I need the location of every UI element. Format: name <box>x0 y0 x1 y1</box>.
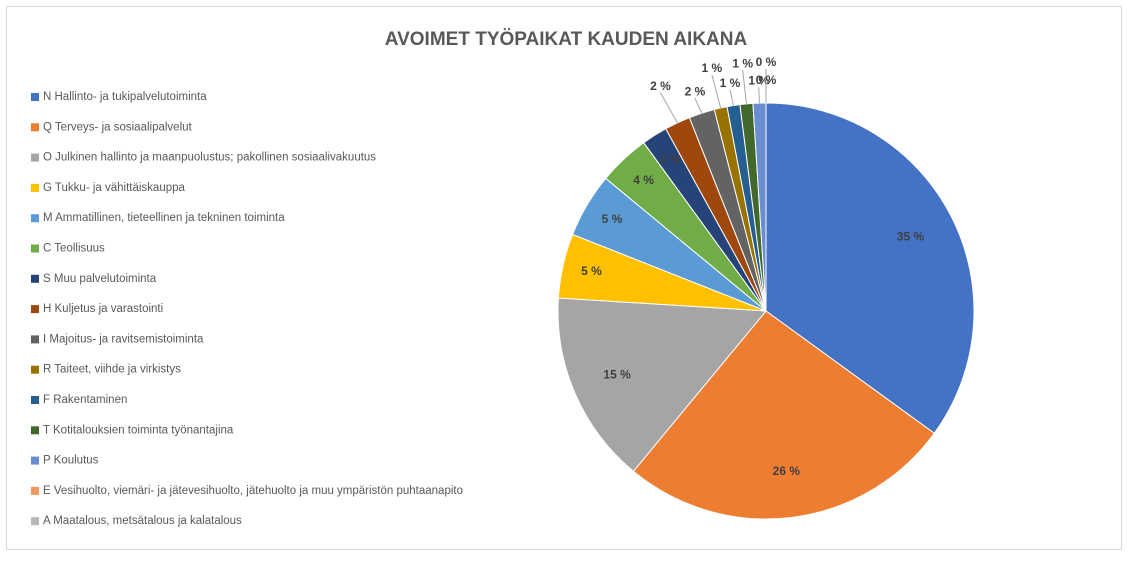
pie-slice <box>765 102 975 434</box>
legend-label: H Kuljetus ja varastointi <box>43 303 163 315</box>
legend-swatch <box>31 456 39 465</box>
leader-line <box>742 70 747 104</box>
legend-swatch <box>31 517 39 526</box>
data-label: 2 % <box>650 79 671 93</box>
data-label: 1 % <box>720 76 741 90</box>
legend-swatch <box>31 93 39 101</box>
leader-line <box>711 74 722 109</box>
data-label: 2 % <box>660 152 681 166</box>
data-label: 2 % <box>685 84 706 98</box>
data-label: 35 % <box>897 230 925 244</box>
legend-label: R Taiteet, viihde ja virkistys <box>43 364 181 376</box>
data-label: 1 % <box>732 56 753 70</box>
legend-label: C Teollisuus <box>43 243 105 255</box>
legend-swatch <box>31 244 39 253</box>
legend-swatch <box>31 183 39 192</box>
legend-swatch <box>31 214 39 223</box>
legend-swatch <box>31 123 39 132</box>
legend-swatch <box>31 396 39 404</box>
data-label: 1 % <box>702 61 723 75</box>
legend-label: G Tukku- ja vähittäiskauppa <box>43 182 186 194</box>
legend-label: O Julkinen hallinto ja maanpuolustus; pa… <box>43 152 376 164</box>
leader-line <box>758 87 760 104</box>
legend-label: I Majoitus- ja ravitsemistoiminta <box>43 333 204 345</box>
data-label: 0 % <box>756 73 777 87</box>
data-label: 5 % <box>602 212 623 226</box>
legend-swatch <box>31 335 39 344</box>
legend-label: Q Terveys- ja sosiaalipalvelut <box>43 121 193 133</box>
legend-label: T Kotitalouksien toiminta työnantajina <box>43 424 234 436</box>
legend-label: F Rakentaminen <box>43 394 127 406</box>
legend-label: S Muu palvelutoiminta <box>43 273 157 285</box>
data-label: 26 % <box>773 464 801 478</box>
leader-line <box>729 89 734 106</box>
data-label: 15 % <box>603 368 631 382</box>
legend-swatch <box>31 153 39 162</box>
legend-swatch <box>31 365 39 374</box>
legend-label: P Koulutus <box>43 455 99 467</box>
data-label: 4 % <box>633 173 654 187</box>
legend-label: A Maatalous, metsätalous ja kalatalous <box>43 515 242 527</box>
chart-title: AVOIMET TYÖPAIKAT KAUDEN AIKANA <box>385 29 748 50</box>
pie-slice <box>632 310 935 520</box>
data-label: 5 % <box>581 264 602 278</box>
data-label: 0 % <box>756 55 777 69</box>
legend-swatch <box>31 486 39 495</box>
legend-swatch <box>31 274 39 283</box>
legend-label: E Vesihuolto, viemäri- ja jätevesihuolto… <box>43 485 463 497</box>
leader-line <box>659 92 678 124</box>
legend-swatch <box>31 426 39 435</box>
leader-line <box>694 98 703 114</box>
legend-label: M Ammatillinen, tieteellinen ja tekninen… <box>43 212 285 224</box>
pie-slice <box>557 297 768 472</box>
legend-label: N Hallinto- ja tukipalvelutoiminta <box>43 91 207 103</box>
legend-swatch <box>31 305 39 314</box>
data-label: 1 % <box>748 73 769 87</box>
